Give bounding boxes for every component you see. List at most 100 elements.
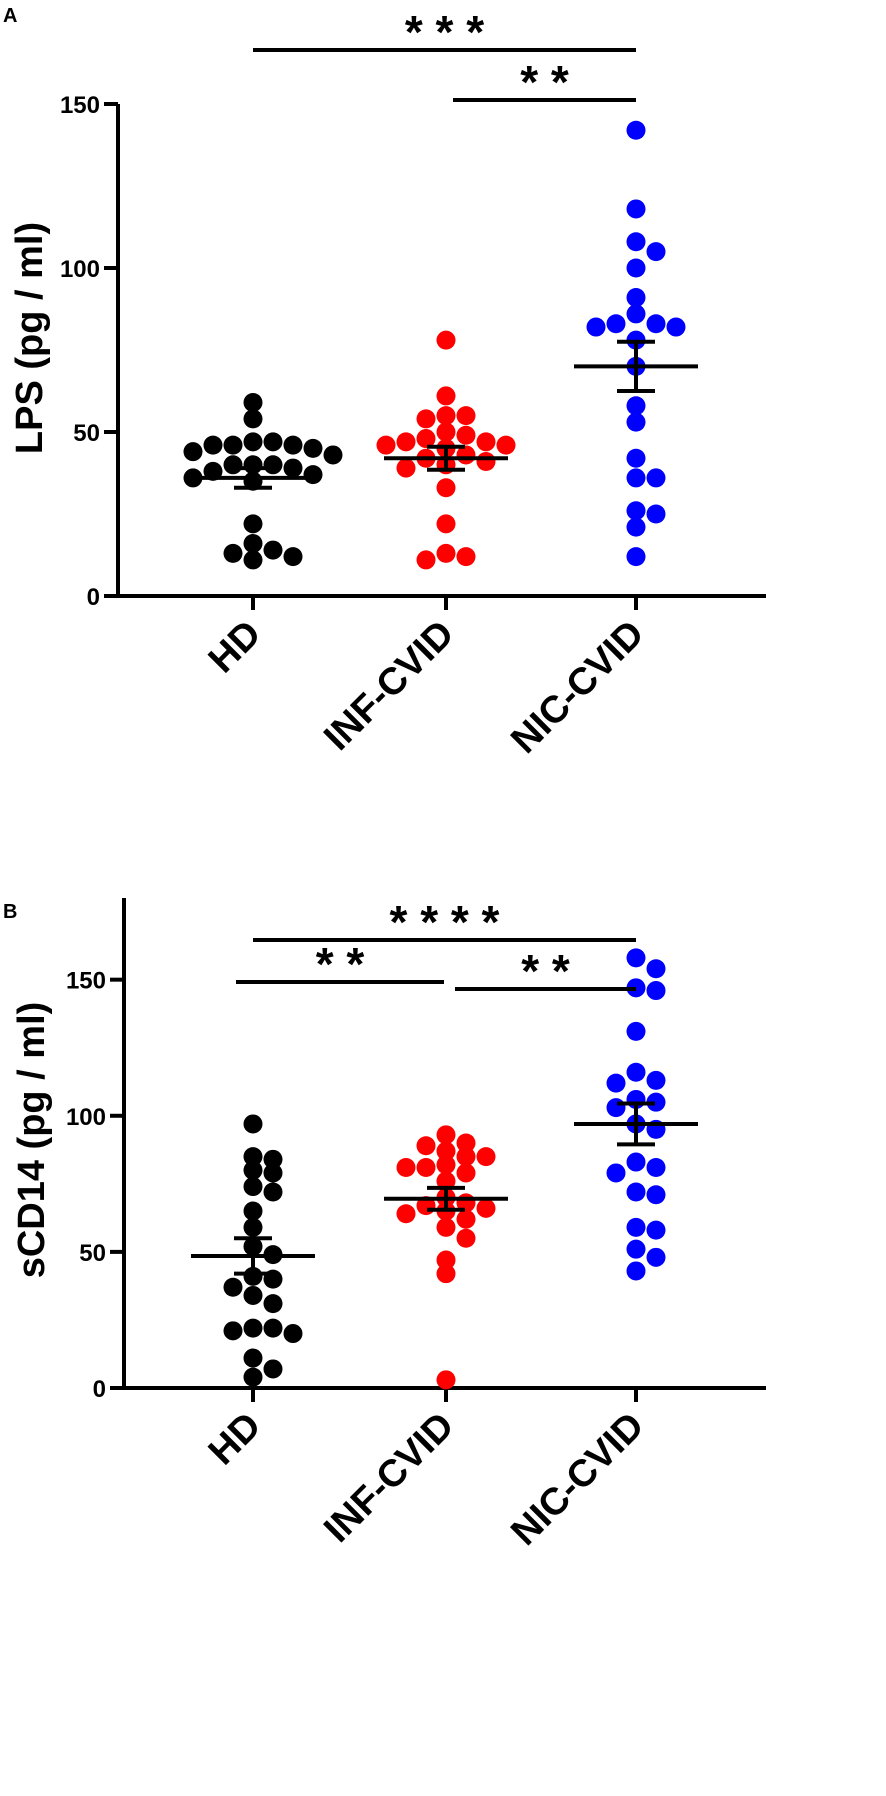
data-point-hd — [223, 1321, 243, 1341]
significance-stars: * * — [316, 938, 365, 990]
data-point-hd — [243, 409, 263, 429]
data-point-nic-cvid — [626, 468, 646, 488]
data-point-inf-cvid — [436, 1217, 456, 1237]
y-tick-label: 50 — [73, 420, 100, 447]
y-ticks: 0 50 100 150 — [60, 92, 118, 611]
panel-b-chart: B sCD14 (pg / ml) 0 50 100 150 HD INF-CVID NI… — [3, 898, 766, 1554]
data-point-nic-cvid — [606, 1073, 626, 1093]
data-point-hd — [283, 1324, 303, 1344]
data-point-hd — [223, 435, 243, 455]
x-ticks: HD INF-CVID NIC-CVID — [201, 1388, 652, 1554]
data-point-nic-cvid — [626, 948, 646, 968]
data-point-inf-cvid — [456, 406, 476, 426]
data-point-hd — [303, 438, 323, 458]
data-point-hd — [223, 1277, 243, 1297]
data-point-hd — [283, 458, 303, 478]
data-point-nic-cvid — [646, 1158, 666, 1177]
x-tick-label: NIC-CVID — [503, 1405, 652, 1554]
data-point-nic-cvid — [626, 232, 646, 252]
y-tick-label: 0 — [93, 1376, 106, 1403]
x-tick-label: INF-CVID — [316, 1405, 462, 1551]
data-point-hd — [243, 550, 263, 570]
data-point-nic-cvid — [626, 258, 646, 278]
data-point-inf-cvid — [396, 1204, 416, 1224]
data-point-inf-cvid — [376, 435, 396, 455]
significance-stars: * * — [521, 945, 570, 997]
data-point-hd — [243, 1367, 263, 1387]
data-point-hd — [223, 455, 243, 475]
x-tick-label: INF-CVID — [316, 613, 462, 759]
data-point-nic-cvid — [626, 199, 646, 219]
data-point-inf-cvid — [476, 432, 496, 452]
data-point-nic-cvid — [646, 504, 666, 524]
data-point-inf-cvid — [456, 1209, 476, 1229]
y-tick-label: 50 — [79, 1240, 106, 1267]
y-axis-label: sCD14 (pg / ml) — [11, 1002, 53, 1279]
data-point-inf-cvid — [416, 550, 436, 570]
x-tick-label: HD — [201, 613, 270, 682]
data-point-nic-cvid — [626, 1152, 646, 1172]
data-point-inf-cvid — [436, 1155, 456, 1175]
data-point-hd — [243, 1160, 263, 1180]
data-point-hd — [263, 1359, 283, 1379]
data-point-inf-cvid — [416, 409, 436, 429]
data-point-hd — [243, 432, 263, 452]
data-points — [223, 948, 666, 1390]
significance-stars: * * * — [405, 6, 484, 58]
data-point-hd — [323, 445, 343, 465]
data-point-nic-cvid — [646, 1070, 666, 1090]
data-point-inf-cvid — [456, 1163, 476, 1183]
data-point-inf-cvid — [396, 458, 416, 478]
data-point-nic-cvid — [626, 1021, 646, 1041]
data-point-inf-cvid — [456, 547, 476, 567]
data-point-hd — [243, 1348, 263, 1368]
data-point-hd — [243, 1114, 263, 1134]
data-point-inf-cvid — [436, 1264, 456, 1284]
data-point-hd — [243, 514, 263, 534]
data-point-nic-cvid — [626, 304, 646, 324]
y-ticks: 0 50 100 150 — [66, 968, 124, 1403]
data-point-hd — [223, 543, 243, 563]
data-point-inf-cvid — [436, 1171, 456, 1191]
data-point-nic-cvid — [646, 1185, 666, 1205]
data-point-inf-cvid — [436, 406, 456, 426]
panel-a-chart: A LPS (pg / ml) 0 50 100 150 HD INF-CVID NIC-… — [3, 5, 766, 762]
data-point-nic-cvid — [646, 468, 666, 488]
axes — [116, 104, 766, 598]
data-point-nic-cvid — [626, 501, 646, 521]
data-point-inf-cvid — [476, 452, 496, 472]
data-point-nic-cvid — [626, 1239, 646, 1259]
data-point-nic-cvid — [626, 547, 646, 567]
data-point-inf-cvid — [476, 1198, 496, 1218]
data-point-nic-cvid — [626, 412, 646, 432]
data-point-hd — [283, 435, 303, 455]
y-axis-label: LPS (pg / ml) — [9, 222, 51, 454]
significance-brackets: * * * * * * * * — [236, 898, 636, 997]
y-tick-label: 100 — [66, 1104, 106, 1131]
data-point-hd — [243, 1217, 263, 1237]
data-point-nic-cvid — [626, 1261, 646, 1281]
data-point-inf-cvid — [436, 1141, 456, 1161]
data-point-hd — [263, 1318, 283, 1338]
data-point-inf-cvid — [436, 1250, 456, 1270]
y-tick-label: 100 — [60, 256, 100, 283]
data-point-nic-cvid — [606, 314, 626, 334]
data-point-inf-cvid — [436, 422, 456, 442]
data-point-inf-cvid — [416, 1158, 436, 1177]
data-point-nic-cvid — [626, 1217, 646, 1237]
data-point-hd — [243, 1285, 263, 1305]
data-point-hd — [263, 455, 283, 475]
data-point-hd — [183, 442, 203, 462]
panel-letter-a: A — [3, 5, 17, 27]
data-point-inf-cvid — [436, 514, 456, 534]
data-point-inf-cvid — [396, 432, 416, 452]
significance-stars: * * * * — [390, 898, 500, 948]
data-point-hd — [283, 547, 303, 567]
y-tick-label: 150 — [60, 92, 100, 119]
data-point-hd — [263, 1182, 283, 1202]
data-point-nic-cvid — [626, 1182, 646, 1202]
data-point-inf-cvid — [436, 330, 456, 350]
data-point-hd — [243, 1147, 263, 1167]
data-point-nic-cvid — [606, 1098, 626, 1118]
data-point-inf-cvid — [496, 435, 516, 455]
